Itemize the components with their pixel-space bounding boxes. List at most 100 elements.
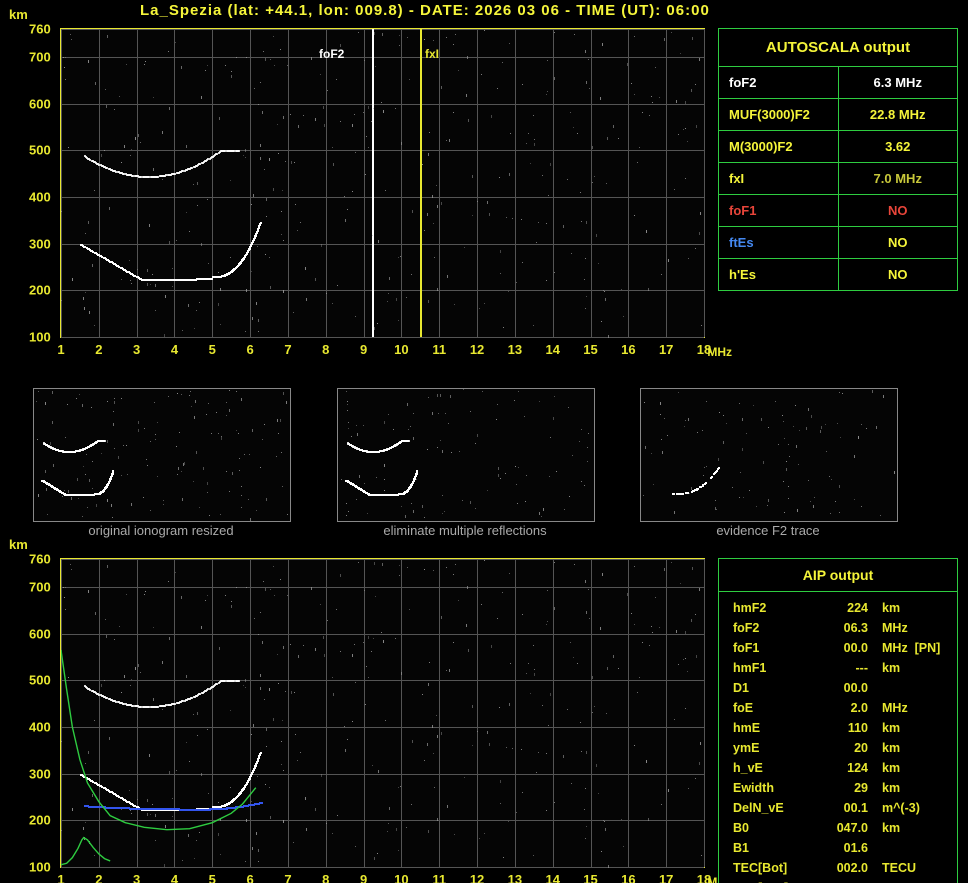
aip-output-table: AIP output hmF2 224 km foF2 06.3 MHz foF1 00.0 M… bbox=[718, 558, 958, 883]
thumb3-noise-dot bbox=[688, 418, 689, 421]
top-plot-noise-dot bbox=[550, 163, 551, 166]
thumbnail-eliminate-reflections[interactable] bbox=[337, 388, 595, 522]
thumb3-noise-dot bbox=[842, 393, 843, 394]
top-plot-noise-dot bbox=[365, 174, 366, 175]
thumb2-noise-dot bbox=[367, 513, 368, 514]
thumb1-noise-dot bbox=[182, 498, 183, 501]
thumb2-noise-dot bbox=[514, 400, 515, 401]
top-plot-noise-dot bbox=[218, 272, 219, 273]
thumb2-noise-dot bbox=[427, 449, 428, 450]
top-xtick-16: 16 bbox=[621, 342, 635, 357]
bottom-plot-noise-dot bbox=[323, 636, 324, 639]
bottom-plot-noise-dot bbox=[639, 677, 640, 678]
top-plot-noise-dot bbox=[375, 66, 376, 67]
thumb1-noise-dot bbox=[207, 492, 208, 493]
thumb3-noise-dot bbox=[778, 444, 779, 445]
top-ytick-700: 700 bbox=[29, 50, 51, 65]
top-plot-noise-dot bbox=[274, 65, 275, 66]
top-plot-noise-dot bbox=[332, 147, 333, 148]
thumb1-noise-dot bbox=[178, 467, 179, 470]
top-plot-noise-dot bbox=[594, 176, 595, 177]
top-plot-noise-dot bbox=[169, 107, 170, 110]
top-plot-noise-dot bbox=[659, 97, 660, 98]
bottom-plot-noise-dot bbox=[135, 667, 136, 670]
top-plot-noise-dot bbox=[618, 138, 619, 139]
bottom-plot-noise-dot bbox=[243, 685, 244, 686]
bottom-plot-noise-dot bbox=[546, 810, 547, 811]
top-plot-noise-dot bbox=[468, 119, 469, 122]
fof2-marker-line[interactable] bbox=[372, 29, 374, 337]
thumb2-noise-dot bbox=[541, 516, 542, 517]
bottom-plot-noise-dot bbox=[172, 816, 173, 817]
bottom-plot-noise-dot bbox=[280, 579, 281, 580]
top-plot-noise-dot bbox=[182, 330, 183, 331]
thumb3-noise-dot bbox=[684, 426, 685, 427]
top-plot-noise-dot bbox=[592, 146, 593, 149]
thumb2-noise-dot bbox=[549, 476, 550, 477]
bottom-plot-noise-dot bbox=[651, 626, 652, 627]
bottom-plot-noise-dot bbox=[364, 590, 365, 591]
top-plot-noise-dot bbox=[340, 121, 341, 122]
bottom-plot-noise-dot bbox=[687, 671, 688, 672]
top-xtick-8: 8 bbox=[322, 342, 329, 357]
top-plot-noise-dot bbox=[293, 312, 294, 313]
top-plot-noise-dot bbox=[265, 58, 266, 61]
thumb3-noise-dot bbox=[876, 426, 877, 429]
bottom-xtick-3: 3 bbox=[133, 872, 140, 883]
bottom-plot-noise-dot bbox=[165, 825, 166, 828]
bottom-gridline-v-6 bbox=[250, 559, 251, 867]
bottom-plot-noise-dot bbox=[320, 604, 321, 605]
thumbnail-original-caption: original ionogram resized bbox=[33, 523, 289, 538]
bottom-plot-noise-dot bbox=[581, 751, 582, 752]
bottom-plot-noise-dot bbox=[121, 692, 122, 693]
top-plot-noise-dot bbox=[88, 60, 89, 63]
thumb2-noise-dot bbox=[569, 496, 570, 497]
bottom-plot-noise-dot bbox=[197, 712, 198, 715]
top-plot-noise-dot bbox=[260, 157, 261, 160]
bottom-gridline-v-11 bbox=[439, 559, 440, 867]
top-plot-noise-dot bbox=[155, 284, 156, 287]
bottom-plot-noise-dot bbox=[340, 574, 341, 577]
bottom-plot-noise-dot bbox=[264, 699, 265, 700]
fxi-marker-label: fxI bbox=[425, 47, 439, 61]
bottom-plot-noise-dot bbox=[422, 694, 423, 695]
bottom-plot-noise-dot bbox=[573, 657, 574, 658]
thumb3-noise-dot bbox=[894, 471, 895, 474]
thumb1-noise-dot bbox=[181, 471, 182, 472]
top-plot-noise-dot bbox=[175, 42, 176, 43]
thumb3-noise-dot bbox=[660, 402, 661, 405]
bottom-plot-noise-dot bbox=[436, 715, 437, 716]
bottom-plot-noise-dot bbox=[155, 814, 156, 817]
aip-row-ewidth: Ewidth 29 km bbox=[733, 778, 943, 798]
thumbnail-original[interactable] bbox=[33, 388, 291, 522]
thumb3-noise-dot bbox=[719, 412, 720, 413]
autoscala-value-4: NO bbox=[839, 195, 958, 226]
bottom-plot-noise-dot bbox=[332, 833, 333, 834]
bottom-gridline-v-14 bbox=[553, 559, 554, 867]
thumb1-noise-dot bbox=[229, 409, 230, 412]
bottom-plot-noise-dot bbox=[83, 827, 84, 830]
top-ionogram-plot[interactable]: 760 700 600 500 400 300 200 100 1 2 3 4 5 6 7 8 9 10 11 12… bbox=[60, 28, 705, 338]
top-plot-f2-trace-point bbox=[260, 222, 262, 224]
aip-row-foe: foE 2.0 MHz bbox=[733, 698, 943, 718]
thumb3-noise-dot bbox=[788, 444, 789, 445]
top-plot-noise-dot bbox=[264, 169, 265, 170]
bottom-gridline-v-4 bbox=[174, 559, 175, 867]
thumb3-noise-dot bbox=[782, 415, 783, 416]
thumb2-noise-dot bbox=[416, 479, 417, 480]
fxi-marker-line[interactable] bbox=[420, 29, 422, 337]
top-plot-noise-dot bbox=[168, 51, 169, 52]
top-plot-noise-dot bbox=[85, 292, 86, 293]
aip-table-title: AIP output bbox=[719, 559, 957, 592]
thumb1-noise-dot bbox=[79, 394, 80, 395]
bottom-plot-noise-dot bbox=[466, 624, 467, 627]
bottom-plot-noise-dot bbox=[188, 834, 189, 837]
bottom-plot-noise-dot bbox=[497, 618, 498, 619]
thumb3-noise-dot bbox=[653, 484, 654, 485]
thumb3-noise-dot bbox=[767, 505, 768, 506]
thumb1-noise-dot bbox=[168, 396, 169, 397]
bottom-ionogram-plot[interactable]: 760 700 600 500 400 300 200 100 1 2 3 4 5 6 7 8 9 10 11 12… bbox=[60, 558, 705, 868]
thumbnail-evidence-f2-trace[interactable] bbox=[640, 388, 898, 522]
bottom-plot-noise-dot bbox=[521, 749, 522, 750]
bottom-plot-noise-dot bbox=[648, 818, 649, 821]
